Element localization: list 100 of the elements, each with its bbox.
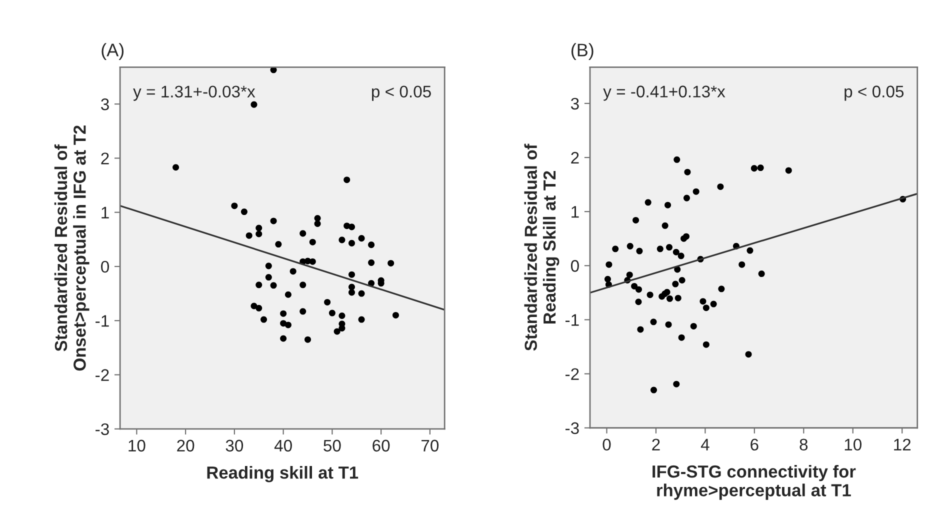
point [358, 235, 365, 242]
point [300, 230, 306, 237]
y-tick-label: -1 [96, 315, 109, 327]
point [300, 308, 306, 315]
point [358, 316, 365, 323]
point [672, 280, 679, 288]
x-tick-label: 60 [372, 440, 390, 452]
point [718, 286, 725, 292]
point [644, 199, 652, 206]
x-tick-label: 6 [750, 438, 758, 451]
point [309, 258, 316, 265]
annotation: y = -0.41+0.13*x [603, 86, 726, 101]
point [231, 202, 238, 210]
chart-title: (A) [102, 43, 124, 60]
point [348, 289, 355, 296]
y-axis-title: Standardized Residual of Onset>perceptual in IFG at T2 [54, 126, 90, 371]
y-tick-label: 2 [571, 152, 579, 164]
point [290, 268, 296, 275]
point [604, 276, 611, 282]
point [284, 322, 292, 328]
point [348, 240, 355, 246]
point [338, 312, 346, 320]
point [738, 261, 746, 268]
point [637, 326, 644, 333]
point [745, 351, 752, 358]
x-tick-label: 30 [226, 440, 244, 452]
point [717, 183, 724, 190]
point [635, 286, 642, 293]
point [256, 224, 262, 232]
point [256, 230, 262, 238]
y-tick-label: -2 [96, 369, 109, 381]
point [666, 244, 673, 251]
point [678, 334, 685, 341]
y-axis-title: Standardized Residual of Reading Skill at T2 [524, 144, 560, 351]
point [673, 380, 680, 388]
point [388, 260, 394, 266]
point [632, 216, 640, 224]
y-tick-label: -3 [96, 423, 109, 436]
point [662, 222, 668, 229]
point [358, 290, 365, 297]
point [785, 167, 792, 174]
point [338, 236, 346, 244]
point [260, 316, 268, 323]
x-tick-label: 50 [324, 440, 341, 452]
y-tick-label: -3 [566, 422, 579, 434]
point [304, 336, 312, 343]
x-axis-title: Reading skill at T1 [207, 466, 358, 482]
point [683, 194, 690, 202]
point [626, 242, 634, 250]
y-tick-label: -2 [566, 368, 579, 380]
point [314, 220, 321, 227]
point [348, 271, 355, 278]
x-tick-label: 40 [274, 440, 292, 452]
x-tick-label: 4 [700, 438, 710, 450]
point [606, 261, 612, 268]
point [700, 298, 706, 305]
point [631, 282, 638, 290]
point [664, 202, 672, 208]
y-tick-label: 1 [102, 206, 109, 218]
point [368, 259, 375, 266]
point [270, 282, 277, 289]
point [392, 312, 399, 318]
y-tick-label: 3 [570, 98, 579, 110]
point [678, 276, 686, 284]
point [636, 248, 643, 254]
point [612, 246, 619, 252]
point [250, 101, 258, 108]
point [674, 156, 680, 163]
point [665, 321, 672, 328]
point [757, 164, 764, 172]
point [324, 298, 331, 306]
point [246, 232, 252, 239]
point [656, 246, 664, 252]
point [309, 238, 316, 246]
x-tick-label: 10 [128, 440, 146, 452]
point [270, 218, 277, 224]
point [666, 295, 674, 302]
point [684, 168, 691, 176]
point [334, 328, 340, 335]
chart-title: (B) [571, 43, 594, 60]
point [348, 284, 355, 290]
x-axis-title: IFG-STG connectivity for rhyme>perceptual at T1 [652, 464, 856, 500]
point [344, 176, 350, 184]
point [172, 164, 180, 171]
x-tick-label: 0 [602, 438, 611, 451]
point [674, 294, 682, 302]
point [750, 165, 758, 172]
point [256, 282, 262, 288]
point [348, 224, 355, 230]
point [672, 248, 680, 256]
point [702, 341, 710, 348]
y-tick-label: 3 [101, 98, 109, 110]
point [678, 252, 684, 260]
point [240, 208, 248, 216]
x-tick-label: 20 [177, 440, 194, 452]
x-tick-label: 8 [800, 438, 808, 451]
x-tick-label: 2 [652, 438, 660, 450]
point [635, 298, 642, 306]
point [280, 310, 287, 317]
point [280, 335, 287, 342]
